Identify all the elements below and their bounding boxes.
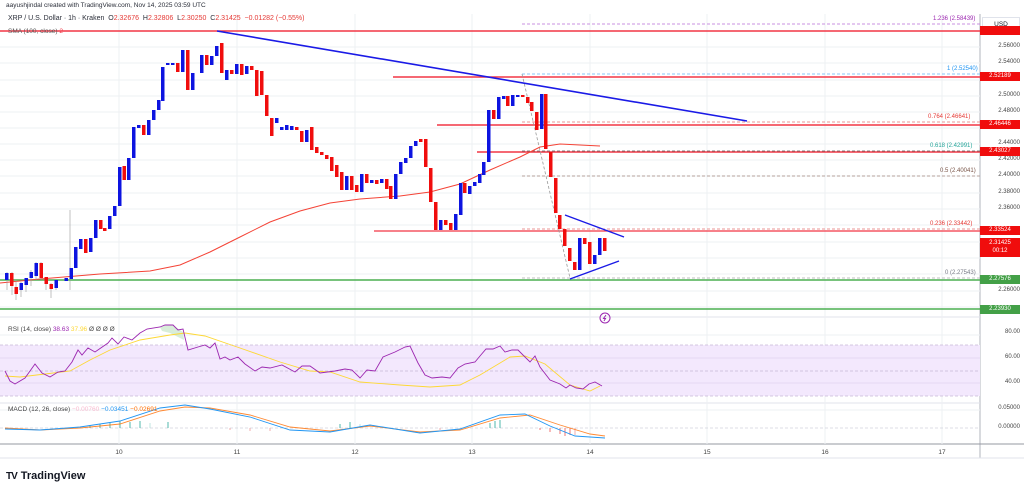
rsi-legend[interactable]: RSI (14, close) 38.63 37.96 Ø Ø Ø Ø [8, 326, 115, 333]
candle-countdown: 00:12 [992, 248, 1008, 254]
time-tick: 17 [938, 449, 946, 456]
macd-line [4, 404, 606, 439]
macd-signal-line [4, 406, 606, 437]
price-tick: 2.48000 [998, 108, 1020, 114]
macd-tick: 0.05000 [998, 405, 1020, 411]
time-tick: 16 [821, 449, 829, 456]
fib-label-0: 0 (2.27543) [945, 270, 976, 276]
price-tag: 2.23930 [980, 305, 1020, 314]
rsi-band [0, 345, 980, 396]
rsi-tick: 40.00 [1004, 379, 1020, 385]
rsi-overbought-fill [160, 325, 184, 340]
price-tag: 2.27576 [980, 275, 1020, 284]
symbol-legend[interactable]: XRP / U.S. Dollar · 1h · Kraken O2.32676… [8, 15, 305, 22]
price-tick: 2.38000 [998, 189, 1020, 195]
triangle-lower-line[interactable] [569, 260, 620, 280]
fib-retracement[interactable] [521, 23, 980, 279]
macd-value: −0.03451 [101, 406, 129, 413]
time-tick: 11 [233, 449, 241, 456]
time-tick: 12 [351, 449, 359, 456]
fib-label-0.764: 0.764 (2.46641) [928, 114, 971, 120]
brand-name: TradingView [20, 470, 86, 482]
price-tick: 2.36000 [998, 205, 1020, 211]
macd-hist-value: −0.00760 [71, 406, 100, 413]
rsi-ma-value: 37.96 [70, 326, 88, 333]
fib-label-1: 1 (2.52540) [947, 66, 978, 72]
price-tick: 2.56000 [998, 43, 1020, 49]
time-tick: 15 [703, 449, 711, 456]
descending-trendline[interactable] [216, 30, 748, 122]
price-tag: 2.43027 [980, 147, 1020, 156]
tradingview-logo-icon: TV [6, 470, 18, 482]
ohlc-high: 2.32806 [147, 15, 174, 22]
price-tag: 2.52189 [980, 72, 1020, 81]
ohlc-low: 2.30250 [181, 15, 207, 22]
price-tag: 2.33524 [980, 226, 1020, 235]
chart-credit: aayushjindal created with TradingView.co… [6, 2, 206, 9]
fib-label-0.5: 0.5 (2.40041) [940, 168, 976, 174]
triangle-upper-line[interactable] [564, 214, 625, 238]
fib-label-1.236: 1.236 (2.58439) [933, 16, 976, 22]
ohlc-close: 2.31425 [215, 15, 241, 22]
sma-legend[interactable]: SMA (100, close) 2 [8, 28, 63, 35]
price-tick: 2.50000 [998, 92, 1020, 98]
replay-lightning-icon[interactable] [599, 312, 611, 324]
rsi-tick: 80.00 [1004, 329, 1020, 335]
fib-label-0.618: 0.618 (2.42991) [930, 143, 973, 149]
macd-legend[interactable]: MACD (12, 26, close) −0.00760 −0.03451 −… [8, 406, 158, 413]
time-tick: 13 [468, 449, 476, 456]
rsi-value: 38.63 [52, 326, 70, 333]
rsi-line [4, 324, 603, 390]
price-tick: 2.54000 [998, 59, 1020, 65]
rsi-tick: 60.00 [1004, 354, 1020, 360]
price-tick: 2.44000 [998, 140, 1020, 146]
sma-100-line [0, 143, 601, 284]
current-price-tag: 2.31425 00:12 [980, 238, 1020, 257]
time-tick: 14 [586, 449, 594, 456]
time-tick: 10 [115, 449, 123, 456]
price-tick: 2.42000 [998, 156, 1020, 162]
macd-tick: 0.00000 [998, 424, 1020, 430]
price-change: −0.01282 (−0.55%) [244, 15, 305, 22]
tradingview-brand[interactable]: TV TradingView [6, 470, 85, 482]
fib-label-0.236: 0.236 (2.33442) [930, 221, 973, 227]
price-tag: 2.46446 [980, 120, 1020, 129]
price-tick: 2.26000 [998, 287, 1020, 293]
price-tick: 2.40000 [998, 172, 1020, 178]
ohlc-open: 2.32676 [113, 15, 140, 22]
symbol-title[interactable]: XRP / U.S. Dollar · 1h · Kraken [8, 15, 105, 22]
price-tag-top [980, 26, 1020, 35]
macd-signal-value: −0.02691 [130, 406, 158, 413]
rsi-ma-line [4, 332, 601, 392]
